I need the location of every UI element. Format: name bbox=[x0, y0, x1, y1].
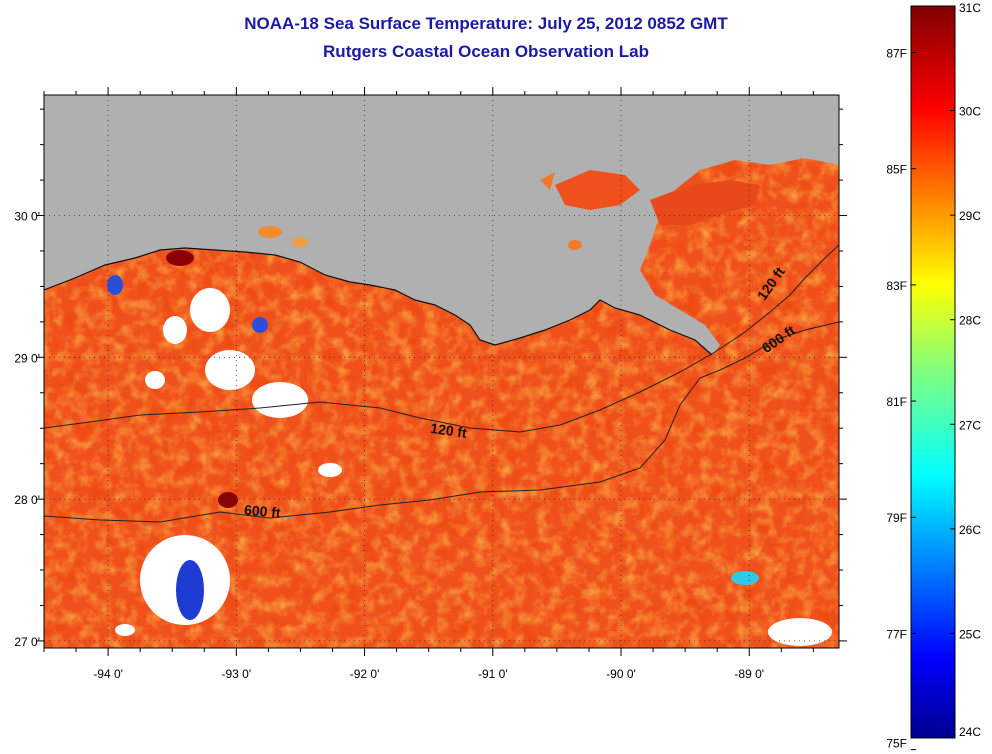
colorbar bbox=[910, 5, 956, 739]
lon-tick-label: -90 0' bbox=[606, 667, 636, 681]
lat-tick-label: 30 0' bbox=[14, 210, 40, 224]
lat-tick-label: 28 0' bbox=[14, 493, 40, 507]
axis-labels: -94 0' -93 0' -92 0' -91 0' -90 0' -89 0' 30 0… bbox=[14, 210, 764, 681]
chart-subtitle: Rutgers Coastal Ocean Observation Lab bbox=[323, 42, 649, 61]
celsius-label: 30C bbox=[959, 105, 981, 119]
celsius-label: 24C bbox=[959, 725, 981, 739]
lake-4 bbox=[568, 240, 582, 250]
coastline bbox=[44, 247, 713, 356]
map-frame bbox=[43, 94, 840, 649]
colorbar-ticks: 31C 30C 29C 28C 27C 26C 25C 24C 87F 85F 83F 81F 79F 7… bbox=[886, 1, 981, 751]
fahrenheit-label: 83F bbox=[886, 279, 907, 293]
lake-2 bbox=[258, 226, 282, 238]
graticule bbox=[44, 95, 839, 648]
fahrenheit-label: 81F bbox=[886, 395, 907, 409]
lon-tick-label: -89 0' bbox=[734, 667, 764, 681]
fahrenheit-label: 77F bbox=[886, 627, 907, 641]
lake bbox=[540, 172, 555, 190]
lon-tick-label: -93 0' bbox=[222, 667, 252, 681]
fahrenheit-label: 85F bbox=[886, 163, 907, 177]
lake-3 bbox=[292, 237, 308, 247]
celsius-label: 31C bbox=[959, 1, 981, 15]
contour-label: 600 ft bbox=[244, 502, 282, 521]
lon-tick-label: -92 0' bbox=[350, 667, 380, 681]
frame-ticks bbox=[36, 87, 847, 656]
fahrenheit-label: 87F bbox=[886, 46, 907, 60]
celsius-label: 29C bbox=[959, 209, 981, 223]
fahrenheit-label: 75F bbox=[886, 737, 907, 751]
cloud-patches bbox=[107, 250, 832, 646]
bay-water-east bbox=[650, 180, 760, 225]
bay-water bbox=[555, 170, 640, 210]
contour-120ft-west bbox=[44, 244, 839, 433]
chart-title: NOAA-18 Sea Surface Temperature: July 25… bbox=[244, 14, 728, 33]
lon-tick-label: -91 0' bbox=[478, 667, 508, 681]
lat-tick-label: 29 0' bbox=[14, 351, 40, 365]
fahrenheit-label: 79F bbox=[886, 511, 907, 525]
celsius-label: 25C bbox=[959, 627, 981, 641]
celsius-label: 28C bbox=[959, 314, 981, 328]
celsius-label: 26C bbox=[959, 523, 981, 537]
land-mass bbox=[44, 95, 839, 355]
lat-tick-label: 27 0' bbox=[14, 635, 40, 649]
lon-tick-label: -94 0' bbox=[93, 667, 123, 681]
celsius-label: 27C bbox=[959, 418, 981, 432]
contour-label: 120 ft bbox=[429, 420, 468, 441]
contour-600ft-west bbox=[44, 321, 839, 523]
